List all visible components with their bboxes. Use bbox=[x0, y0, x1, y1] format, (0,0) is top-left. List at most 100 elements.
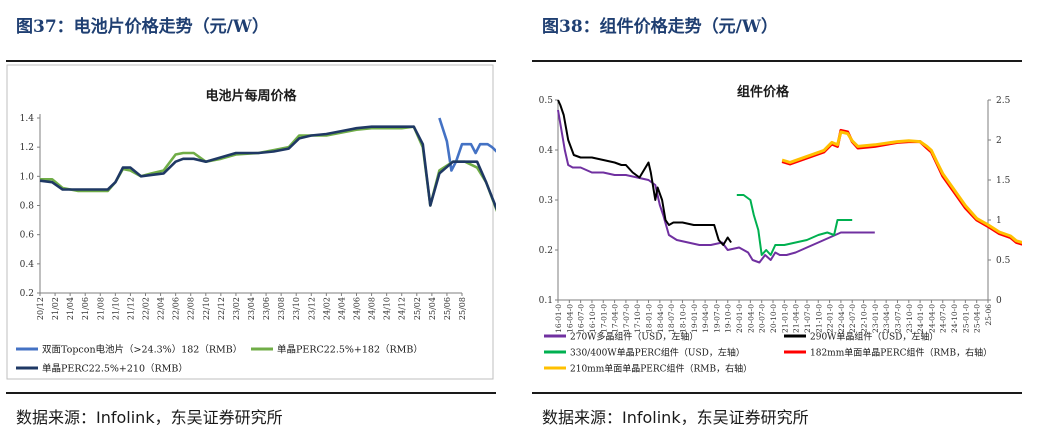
x-tick-label: 20-07-0 bbox=[758, 304, 767, 333]
x-tick-label: 18-07-0 bbox=[667, 304, 676, 333]
legend-label-3: 182mm单面单晶PERC组件（RMB，右轴） bbox=[810, 347, 992, 359]
x-tick-label: 21-01-0 bbox=[780, 304, 789, 333]
x-tick-label: 25-06 bbox=[984, 304, 993, 326]
x-tick-label: 24/06 bbox=[353, 297, 362, 320]
x-tick-label: 17-07-0 bbox=[622, 304, 631, 333]
y-tick-label: 1.0 bbox=[20, 172, 35, 182]
x-tick-label: 24/12 bbox=[398, 297, 407, 320]
x-tick-label: 19-01-0 bbox=[690, 304, 699, 333]
left-y-tick-label: 0.1 bbox=[539, 296, 553, 306]
x-tick-label: 24-10-0 bbox=[950, 304, 959, 333]
cell-price-chart: 电池片每周价格 0.2 0.4 0.6 0.8 1.0 1.2 1.4 20/12 21/02 21… bbox=[6, 64, 496, 380]
chart-frame bbox=[6, 64, 494, 380]
series-line-2 bbox=[39, 125, 496, 211]
x-tick-label: 22/12 bbox=[217, 297, 226, 320]
series-line-2 bbox=[736, 194, 853, 256]
x-tick-label: 24-01-0 bbox=[916, 304, 925, 333]
figure-37-source: 数据来源：Infolink，东吴证券研究所 bbox=[16, 408, 283, 427]
x-tick-label: 22/04 bbox=[157, 297, 166, 320]
x-tick-label: 24/10 bbox=[383, 297, 392, 320]
x-tick-label: 18-10-0 bbox=[678, 304, 687, 333]
x-tick-label: 24/08 bbox=[368, 297, 377, 320]
x-tick-label: 17-01-0 bbox=[599, 304, 608, 333]
y-tick-label: 0.8 bbox=[20, 202, 35, 212]
x-tick-label: 22/02 bbox=[142, 297, 151, 320]
figure-37-top-rule bbox=[6, 60, 496, 62]
x-tick-label: 21/12 bbox=[126, 297, 135, 320]
series-line-0 bbox=[438, 117, 496, 172]
x-tick-label: 18-01-0 bbox=[645, 304, 654, 333]
legend-label-0: 双面Topcon电池片（>24.3%）182（RMB） bbox=[42, 344, 242, 356]
right-y-tick-label: 1 bbox=[996, 216, 1002, 226]
x-tick-label: 21/06 bbox=[81, 297, 90, 320]
x-tick-label: 25/06 bbox=[443, 297, 452, 320]
x-tick-label: 24/04 bbox=[337, 297, 346, 320]
series-line-1 bbox=[40, 125, 496, 213]
x-tick-label: 23/02 bbox=[232, 297, 241, 320]
x-tick-label: 21-04-0 bbox=[792, 304, 801, 333]
x-tick-label: 19-07-0 bbox=[712, 304, 721, 333]
y-tick-label: 1.2 bbox=[20, 143, 34, 153]
x-tick-label: 21/10 bbox=[111, 297, 120, 320]
y-tick-label: 0.2 bbox=[20, 289, 34, 299]
x-tick-label: 25/04 bbox=[428, 297, 437, 320]
x-tick-label: 24-07-0 bbox=[939, 304, 948, 333]
x-tick-label: 24/02 bbox=[322, 297, 331, 320]
legend-label-2: 330/400W单晶PERC组件（USD，左轴） bbox=[570, 347, 745, 359]
legend-label-0: 270W多晶组件（USD，左轴） bbox=[570, 331, 698, 343]
series-line-1 bbox=[557, 99, 732, 246]
x-tick-label: 22-10-0 bbox=[860, 304, 869, 333]
x-tick-label: 19-10-0 bbox=[724, 304, 733, 333]
series-line-4 bbox=[781, 130, 1022, 244]
x-tick-label: 22-01-0 bbox=[826, 304, 835, 333]
y-tick-label: 1.4 bbox=[20, 114, 35, 124]
left-y-tick-label: 0.4 bbox=[539, 146, 554, 156]
legend-label-1: 单晶PERC22.5%+182（RMB） bbox=[277, 344, 423, 356]
figure-37-panel: 图37：电池片价格走势（元/W） 电池片每周价格 0.2 0.4 0.6 0.8 1.0 1… bbox=[6, 0, 516, 444]
legend-label-2: 单晶PERC22.5%+210（RMB） bbox=[42, 363, 188, 375]
x-tick-label: 25-01-0 bbox=[961, 304, 970, 333]
x-tick-label: 23-10-0 bbox=[905, 304, 914, 333]
series-line-0 bbox=[557, 109, 875, 264]
x-tick-label: 22-04-0 bbox=[837, 304, 846, 333]
x-tick-label: 17-10-0 bbox=[633, 304, 642, 333]
x-tick-label: 22-07-0 bbox=[848, 304, 857, 333]
series-line-3 bbox=[781, 128, 1022, 246]
x-tick-label: 20/12 bbox=[36, 297, 45, 320]
x-tick-label: 21/08 bbox=[96, 297, 105, 320]
x-tick-label: 23/12 bbox=[307, 297, 316, 320]
x-tick-label: 21-10-0 bbox=[814, 304, 823, 333]
legend-label-4: 210mm单面单晶PERC组件（RMB，右轴） bbox=[570, 363, 752, 375]
chart-title: 组件价格 bbox=[737, 84, 790, 100]
x-tick-label: 16-10-0 bbox=[588, 304, 597, 333]
x-tick-label: 21-07-0 bbox=[803, 304, 812, 333]
right-y-tick-label: 2.5 bbox=[996, 96, 1011, 106]
right-y-tick-label: 0 bbox=[996, 296, 1002, 306]
figure-38-source: 数据来源：Infolink，东吴证券研究所 bbox=[542, 408, 809, 427]
x-tick-label: 24-04-0 bbox=[927, 304, 936, 333]
figure-38-title: 图38：组件价格走势（元/W） bbox=[542, 17, 778, 37]
x-tick-label: 23-04-0 bbox=[882, 304, 891, 333]
x-tick-label: 21/02 bbox=[51, 297, 60, 320]
x-tick-label: 22/10 bbox=[202, 297, 211, 320]
x-tick-label: 23/04 bbox=[247, 297, 256, 320]
x-tick-label: 19-04-0 bbox=[701, 304, 710, 333]
left-y-tick-label: 0.2 bbox=[539, 246, 553, 256]
x-tick-label: 21/04 bbox=[66, 297, 75, 320]
figure-38-panel: 图38：组件价格走势（元/W） 组件价格 0.1 0.2 0.3 0.4 0.5 0 0.5 1… bbox=[532, 0, 1042, 444]
x-tick-label: 23/10 bbox=[292, 297, 301, 320]
x-tick-label: 23-07-0 bbox=[893, 304, 902, 333]
x-tick-label: 23/08 bbox=[277, 297, 286, 320]
x-tick-label: 17-04-0 bbox=[611, 304, 620, 333]
x-tick-label: 16-07-0 bbox=[577, 304, 586, 333]
x-tick-label: 16-01-0 bbox=[554, 304, 563, 333]
figure-37-bottom-rule bbox=[6, 392, 496, 394]
legend-label-1: 290W单晶组件（USD，左轴） bbox=[810, 331, 938, 343]
figure-37-title: 图37：电池片价格走势（元/W） bbox=[16, 17, 269, 37]
right-y-tick-label: 0.5 bbox=[996, 256, 1011, 266]
x-tick-label: 22/06 bbox=[172, 297, 181, 320]
figure-38-top-rule bbox=[532, 60, 1022, 62]
x-tick-label: 25-04-0 bbox=[973, 304, 982, 333]
x-tick-label: 16-04-0 bbox=[565, 304, 574, 333]
